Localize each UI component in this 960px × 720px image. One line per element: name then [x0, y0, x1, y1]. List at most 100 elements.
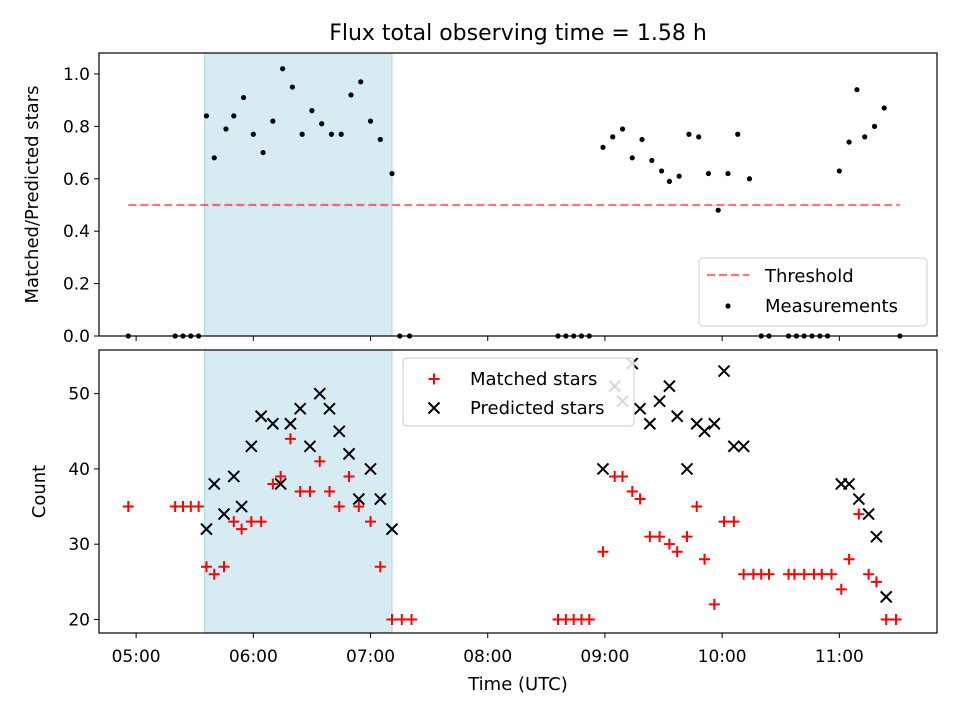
matched-star-point	[788, 568, 800, 580]
matched-star-point	[294, 486, 306, 497]
predicted-star-point	[254, 410, 268, 423]
measurement-point	[725, 170, 731, 177]
predicted-star-point	[342, 447, 356, 461]
measurement-point	[211, 155, 217, 161]
measurement-point	[846, 139, 852, 145]
predicted-star-point	[633, 402, 647, 415]
matched-star-point	[699, 553, 711, 565]
matched-star-point	[386, 613, 398, 625]
legend-predicted-swatch	[427, 401, 441, 415]
measurement-point	[240, 94, 247, 101]
measurement-point	[836, 168, 842, 174]
measurement-point	[696, 134, 702, 140]
matched-star-point	[728, 516, 740, 528]
predicted-star-point	[737, 440, 750, 453]
predicted-star-point	[880, 590, 893, 604]
matched-star-point	[583, 613, 595, 625]
predicted-star-point	[293, 402, 307, 415]
legend-label: Matched stars	[470, 369, 597, 390]
matched-star-point	[406, 613, 418, 625]
count-panel: 20 30 40 50 05:00 06:00 07:00 08:00 09:00 10:00 11…	[29, 349, 938, 667]
plot-frame	[98, 349, 938, 634]
matched-star-point	[798, 568, 810, 580]
chart-title: Flux total observing time = 1.58 h	[329, 21, 707, 46]
measurement-point	[686, 131, 692, 137]
matched-star-point	[122, 501, 134, 513]
measurement-point	[389, 170, 395, 177]
measurement-point	[338, 131, 344, 137]
legend-box	[698, 257, 928, 327]
y-axis-label: Matched/Predicted stars	[22, 86, 43, 304]
x-tick-label: 07:00	[346, 647, 395, 667]
measurement-point	[735, 131, 741, 137]
measurement-point	[854, 87, 860, 93]
matched-star-point	[880, 613, 892, 625]
y-tick-label: 0.4	[63, 222, 90, 242]
matched-star-point	[738, 568, 750, 580]
plot-frame	[98, 52, 938, 337]
measurement-point	[658, 168, 665, 174]
predicted-star-point	[385, 522, 399, 536]
predicted-star-point	[208, 477, 221, 491]
predicted-star-point	[852, 492, 866, 506]
matched-star-point	[654, 531, 666, 543]
y-tick-label: 30	[68, 535, 90, 555]
matched-star-point	[634, 493, 646, 505]
matched-star-point	[333, 501, 345, 513]
matched-star-point	[236, 523, 248, 535]
x-tick-label: 09:00	[580, 647, 629, 667]
predicted-star-point	[245, 440, 258, 453]
ratio-panel: 0.0 0.2 0.4 0.6 0.8 1.0 Matched/Predicted star…	[22, 52, 938, 347]
predicted-star-point	[870, 530, 883, 543]
legend-matched-swatch	[428, 373, 440, 385]
matched-star-point	[284, 433, 296, 445]
predicted-star-point	[374, 492, 387, 506]
measurement-point	[309, 108, 315, 114]
matched-star-point	[843, 553, 855, 565]
measurement-point	[715, 207, 721, 213]
measurement-point	[280, 66, 286, 72]
predicted-star-point	[596, 462, 610, 476]
matched-star-point	[691, 501, 703, 513]
y-tick-label: 50	[68, 385, 90, 405]
series-matched-stars	[122, 433, 902, 625]
measurement-point	[289, 84, 295, 90]
measurement-point	[610, 134, 616, 140]
measurement-point	[639, 136, 645, 143]
x-tick-label: 06:00	[229, 647, 278, 667]
measurement-point	[600, 144, 606, 150]
matched-star-point	[193, 501, 205, 513]
predicted-star-point	[274, 477, 287, 491]
measurement-point	[649, 157, 655, 164]
measurement-point	[358, 79, 364, 85]
predicted-star-point	[643, 417, 657, 430]
matched-star-point	[890, 613, 902, 625]
matched-star-point	[763, 568, 775, 580]
measurement-point	[862, 134, 868, 140]
predicted-star-point	[653, 394, 666, 408]
measurement-point	[203, 113, 210, 119]
matched-star-point	[681, 531, 693, 543]
measurement-point	[270, 118, 276, 124]
predicted-star-point	[217, 507, 231, 521]
measurement-point	[705, 170, 712, 177]
predicted-star-point	[303, 440, 317, 453]
measurement-point	[871, 123, 878, 129]
predicted-star-point	[266, 417, 280, 430]
predicted-star-point	[670, 410, 684, 423]
matched-star-point	[853, 508, 865, 520]
matched-star-point	[200, 561, 212, 573]
matched-star-point	[826, 568, 838, 580]
matched-star-point	[255, 516, 267, 528]
x-tick-label: 11:00	[815, 647, 864, 667]
x-axis-label: Time (UTC)	[467, 674, 568, 695]
y-tick-label: 0.6	[63, 170, 90, 190]
measurement-point	[319, 121, 325, 127]
x-tick-label: 05:00	[112, 647, 161, 667]
matched-star-point	[245, 516, 257, 528]
measurement-point	[260, 149, 266, 156]
measurement-point	[746, 176, 753, 182]
measurement-point	[250, 131, 256, 137]
predicted-star-point	[313, 387, 326, 400]
